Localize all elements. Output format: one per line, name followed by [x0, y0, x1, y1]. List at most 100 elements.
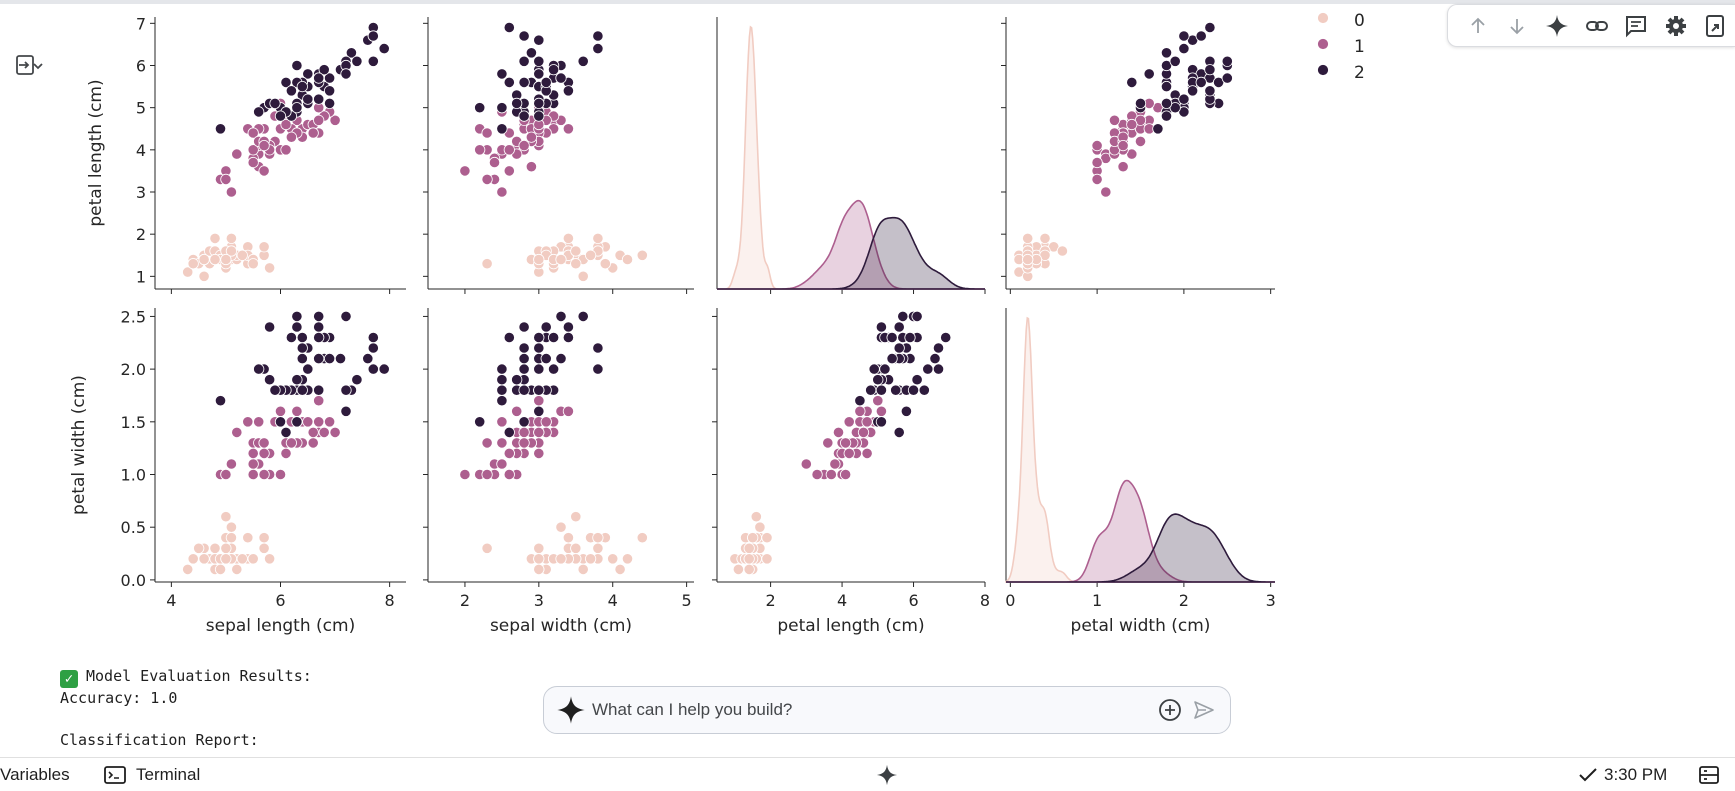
scatter-point-class-0	[225, 232, 237, 244]
scatter-point-class-2	[907, 384, 920, 396]
scatter-point-class-0	[1056, 245, 1069, 257]
scatter-point-class-1	[496, 416, 508, 428]
scatter-point-class-0	[481, 258, 493, 270]
scatter-point-class-2	[592, 342, 604, 354]
scatter-point-class-2	[280, 76, 292, 89]
blank-line	[60, 709, 312, 730]
scatter-point-class-2	[868, 363, 880, 375]
kde-curve-class-2	[1006, 513, 1275, 583]
prompt-input[interactable]	[586, 695, 1158, 725]
x-tick-label: 4	[166, 591, 176, 610]
scatter-point-class-1	[329, 426, 341, 438]
scatter-point-class-2	[555, 310, 567, 322]
terminal-tab[interactable]: Terminal	[104, 758, 200, 791]
arrow-down-icon[interactable]	[1498, 6, 1538, 46]
check-mark-icon: ✓	[60, 670, 78, 688]
gemini-sparkle-icon[interactable]	[1537, 6, 1577, 46]
scatter-point-class-2	[1221, 72, 1233, 84]
legend-labels: 0 1 2	[1354, 8, 1365, 86]
scatter-point-class-1	[1108, 114, 1121, 126]
layout-toggle-icon[interactable]	[1698, 758, 1720, 791]
scatter-point-class-0	[533, 542, 545, 554]
subplot-r1-c0: 4 6 8 0.0 0.5 1.0 1.5 2.0 2.5	[121, 307, 406, 610]
scatter-point-class-2	[291, 321, 303, 333]
scatter-point-class-1	[857, 426, 870, 438]
scatter-point-class-2	[854, 395, 866, 407]
scatter-point-class-0	[198, 253, 210, 266]
y-tick-label: 2.5	[121, 307, 146, 326]
scatter-point-class-1	[1091, 156, 1103, 169]
scatter-point-class-1	[329, 114, 341, 126]
scatter-point-class-2	[525, 47, 538, 59]
scatter-point-class-0	[263, 553, 276, 565]
scatter-point-class-1	[488, 156, 501, 169]
scatter-point-class-2	[362, 352, 374, 365]
x-tick-label: 5	[682, 591, 692, 610]
scatter-point-class-2	[496, 363, 508, 375]
scatter-point-class-0	[182, 266, 194, 278]
scatter-point-class-0	[1022, 253, 1034, 266]
scatter-point-class-0	[220, 542, 232, 554]
scatter-point-class-1	[280, 144, 292, 156]
y-axis-label-petal-width: petal width (cm)	[69, 375, 89, 515]
scatter-point-class-2	[547, 64, 560, 76]
scatter-point-class-2	[547, 363, 560, 375]
y-tick-label: 6	[136, 56, 146, 75]
gemini-sparkle-icon	[557, 696, 585, 724]
scatter-point-class-0	[481, 542, 493, 554]
scatter-point-class-0	[258, 241, 270, 253]
scatter-point-class-2	[253, 363, 265, 375]
scatter-point-class-1	[1117, 140, 1129, 152]
scatter-point-class-2	[890, 384, 902, 396]
scatter-point-class-2	[378, 42, 390, 55]
scatter-point-class-1	[280, 118, 292, 131]
scatter-point-class-2	[313, 384, 325, 396]
scatter-point-class-2	[296, 342, 308, 354]
x-axis-label-0: sepal length (cm)	[206, 616, 355, 636]
scatter-point-class-2	[1143, 68, 1155, 80]
execution-status[interactable]: 3:30 PM	[1578, 758, 1667, 791]
add-circle-icon[interactable]	[1158, 698, 1182, 722]
send-icon[interactable]	[1192, 698, 1216, 722]
scatter-point-class-1	[562, 123, 575, 135]
results-heading: Model Evaluation Results:	[86, 667, 312, 685]
scatter-point-class-2	[1160, 47, 1173, 59]
gemini-sparkle-icon[interactable]	[876, 758, 898, 791]
mirror-cell-icon[interactable]	[1695, 6, 1735, 46]
settings-icon[interactable]	[1656, 6, 1696, 46]
scatter-point-class-2	[918, 384, 930, 396]
scatter-point-class-2	[378, 363, 390, 375]
collapse-output-icon[interactable]	[14, 52, 44, 78]
variables-tab[interactable]: Variables	[0, 758, 70, 791]
scatter-point-class-1	[829, 458, 841, 470]
scatter-point-class-2	[518, 363, 530, 375]
scatter-point-class-0	[743, 542, 755, 554]
scatter-point-class-0	[761, 553, 773, 565]
scatter-point-class-2	[1169, 55, 1181, 67]
scatter-point-class-1	[1117, 161, 1129, 173]
scatter-point-class-2	[253, 106, 265, 118]
scatter-point-class-2	[1204, 21, 1216, 34]
scatter-point-class-1	[496, 186, 508, 198]
scatter-point-class-0	[577, 270, 589, 282]
scatter-point-class-1	[800, 458, 812, 470]
x-tick-label: 8	[980, 591, 990, 610]
scatter-point-class-1	[861, 416, 873, 428]
scatter-point-class-0	[743, 553, 755, 565]
arrow-up-icon[interactable]	[1458, 6, 1498, 46]
y-axis-label-petal-length: petal length (cm)	[86, 79, 106, 226]
scatter-point-class-2	[296, 331, 308, 344]
scatter-point-class-1	[459, 468, 471, 481]
variables-label: Variables	[0, 764, 70, 784]
scatter-point-class-1	[839, 468, 852, 481]
subplot-r0-c1	[423, 17, 694, 294]
scatter-point-class-0	[555, 553, 567, 565]
link-icon[interactable]	[1577, 6, 1617, 46]
comment-icon[interactable]	[1616, 6, 1656, 46]
scatter-point-class-2	[1160, 81, 1173, 93]
scatter-point-class-1	[518, 437, 530, 449]
scatter-point-class-1	[280, 447, 292, 459]
scatter-point-class-1	[258, 165, 270, 177]
scatter-point-class-0	[584, 249, 597, 261]
accuracy-line: Accuracy: 1.0	[60, 689, 178, 707]
